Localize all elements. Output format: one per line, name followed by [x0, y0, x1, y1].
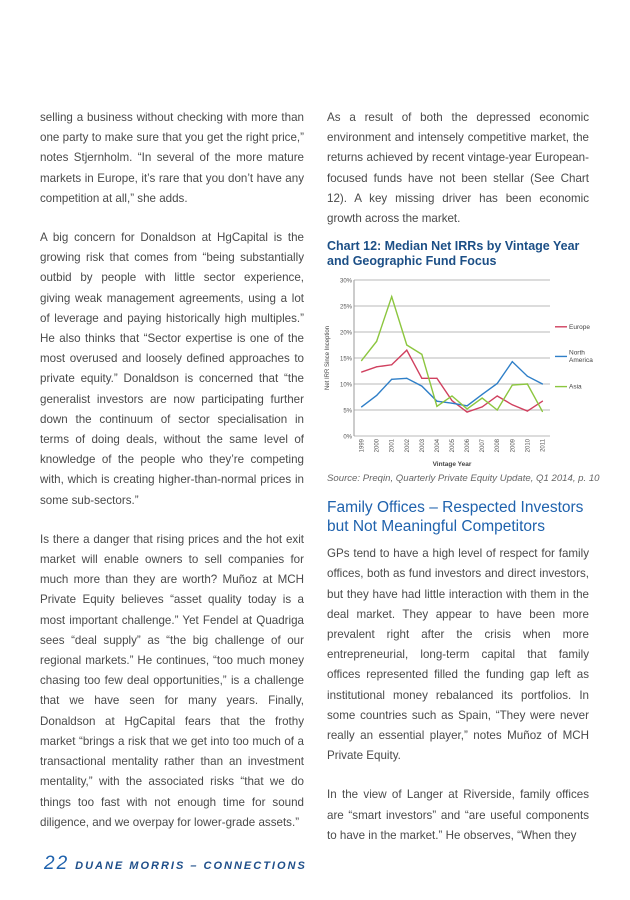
x-tick-label: 2001 [390, 439, 396, 453]
y-tick-label: 20% [340, 331, 353, 337]
data-point [421, 385, 423, 387]
paragraph: selling a business without checking with… [40, 111, 304, 205]
x-tick-label: 2000 [375, 439, 381, 453]
data-point [466, 411, 468, 413]
data-point [511, 361, 513, 363]
right-column: As a result of both the depressed econom… [325, 108, 600, 846]
data-point [496, 395, 498, 397]
chart-source: Source: Preqin, Quarterly Private Equity… [327, 473, 600, 485]
data-point [421, 353, 423, 356]
x-tick-label: 2002 [405, 439, 411, 453]
data-point [526, 410, 528, 412]
data-point [541, 383, 544, 385]
x-tick-label: 2006 [465, 439, 471, 453]
data-point [481, 397, 483, 399]
legend-label: America [569, 357, 593, 364]
x-tick-label: 2004 [435, 439, 441, 453]
data-point [360, 406, 363, 408]
x-tick-label: 2011 [540, 439, 546, 453]
irr-line-chart: 0% 5% 10% 15% 20% 25% 30% 1999 2000 2001 2002 2003 2… [325, 279, 593, 469]
data-point [436, 405, 438, 408]
data-point [496, 383, 498, 385]
chart-caption: Chart 12: Median Net IRRs by Vintage Yea… [327, 239, 580, 269]
data-point [391, 378, 393, 381]
x-tick-label: 2003 [420, 439, 426, 453]
series-line-asia [360, 294, 544, 413]
data-point [376, 340, 378, 343]
data-point [406, 377, 408, 380]
data-point [466, 405, 468, 407]
legend-label: Asia [569, 384, 582, 391]
data-point [376, 395, 378, 397]
data-point [406, 344, 408, 346]
data-point [526, 375, 528, 378]
data-point [376, 366, 378, 368]
x-axis-label: Vintage Year [433, 461, 472, 468]
data-point [451, 395, 453, 397]
page-number: 22 [44, 853, 70, 874]
right-column-bottom: GPs tend to have a high level of respect… [327, 544, 589, 846]
y-tick-label: 25% [340, 305, 353, 311]
data-point [436, 400, 438, 402]
left-column: selling a business without checking with… [40, 108, 304, 852]
paragraph: Is there a danger that rising prices and… [40, 532, 304, 829]
data-point [526, 383, 528, 385]
legend-label: North [569, 350, 585, 357]
page-footer: 22 DUANE MORRIS – CONNECTIONS [44, 853, 307, 875]
paragraph: A big concern for Donaldson at HgCapital… [40, 231, 304, 507]
y-tick-label: 30% [340, 279, 353, 285]
x-tick-label: 2009 [510, 439, 516, 453]
data-point [541, 411, 544, 413]
data-point [436, 377, 438, 380]
data-point [406, 349, 408, 352]
data-point [451, 402, 453, 405]
data-point [511, 404, 513, 406]
data-point [421, 377, 423, 380]
y-tick-label: 5% [343, 409, 352, 415]
legend-label: Europe [569, 324, 590, 331]
x-tick-label: 2008 [495, 439, 501, 453]
paragraph: In the view of Langer at Riverside, fami… [327, 788, 589, 842]
y-tick-label: 0% [343, 435, 352, 441]
data-point [360, 371, 363, 373]
y-axis-label: Net IRR Since Inception [325, 326, 331, 390]
data-point [481, 406, 483, 408]
data-point [360, 360, 363, 362]
paragraph: GPs tend to have a high level of respect… [327, 547, 589, 763]
section-heading: Family Offices – Respected Investors but… [327, 499, 584, 536]
data-point [511, 384, 513, 386]
data-point [391, 364, 393, 366]
data-point [391, 296, 393, 298]
data-point [496, 409, 498, 411]
y-tick-label: 15% [340, 357, 353, 363]
data-point [541, 400, 544, 402]
y-tick-label: 10% [340, 383, 353, 389]
x-tick-label: 2007 [480, 439, 486, 453]
paragraph: As a result of both the depressed econom… [327, 111, 589, 226]
x-tick-label: 1999 [360, 439, 366, 453]
data-point [466, 408, 468, 410]
x-tick-label: 2010 [525, 439, 531, 453]
data-point [481, 394, 483, 396]
right-column-top: As a result of both the depressed econom… [327, 108, 589, 229]
footer-title: DUANE MORRIS – CONNECTIONS [75, 860, 307, 872]
x-tick-label: 2005 [450, 439, 456, 453]
data-point [451, 400, 453, 402]
